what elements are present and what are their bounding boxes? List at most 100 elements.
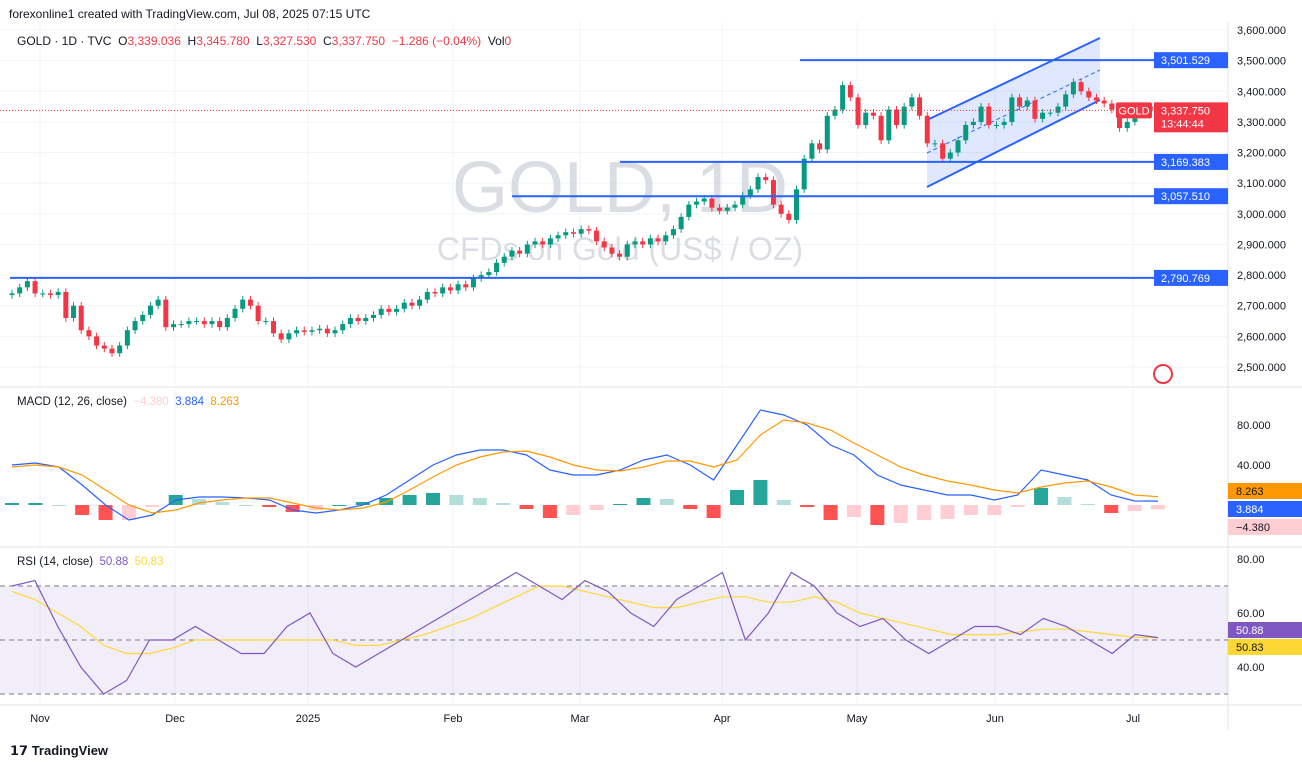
macd-histogram-bar bbox=[893, 505, 908, 523]
candle-up bbox=[132, 321, 138, 331]
macd-value: 3.884 bbox=[175, 396, 204, 408]
macd-histogram-bar bbox=[472, 498, 487, 505]
time-tick-label: Feb bbox=[444, 713, 463, 725]
macd-histogram-bar bbox=[800, 505, 815, 507]
candle-up bbox=[932, 143, 938, 145]
macd-histogram-bar bbox=[5, 503, 19, 505]
macd-legend: MACD (12, 26, close) −4.380 3.884 8.263 bbox=[17, 396, 239, 408]
candle-up bbox=[532, 241, 538, 245]
macd-signal-value: 8.263 bbox=[210, 396, 240, 408]
candle-up bbox=[501, 256, 507, 263]
level-price-label: 3,057.510 bbox=[1161, 191, 1210, 203]
macd-histogram-bar bbox=[917, 505, 932, 520]
level-price-tag bbox=[1154, 188, 1228, 205]
candle-up bbox=[71, 305, 77, 318]
candle-up bbox=[117, 345, 123, 354]
time-tick-label: Dec bbox=[165, 713, 185, 725]
macd-line bbox=[11, 409, 1159, 521]
tradingview-logo[interactable]: 𝟭𝟳 TradingView bbox=[10, 743, 108, 759]
candle-up bbox=[1001, 121, 1007, 125]
candle-down bbox=[709, 198, 715, 208]
watermark-subtitle: CFDs on Gold (US$ / OZ) bbox=[437, 231, 803, 267]
change-value: −1.286 (−0.04%) bbox=[391, 34, 482, 48]
level-price-label: 3,169.383 bbox=[1161, 157, 1210, 169]
macd-value-tag-label: −4.380 bbox=[1236, 522, 1270, 534]
macd-histogram-bar bbox=[425, 493, 440, 505]
macd-histogram-bar bbox=[496, 503, 511, 505]
candle-up bbox=[563, 232, 569, 236]
candle-up bbox=[340, 324, 346, 331]
candle-up bbox=[470, 278, 476, 288]
candle-down bbox=[271, 321, 277, 334]
macd-histogram-bar bbox=[449, 495, 464, 505]
candle-up bbox=[624, 244, 630, 257]
macd-histogram-bar bbox=[613, 504, 628, 505]
macd-histogram-bar bbox=[1010, 505, 1025, 507]
candle-up bbox=[947, 152, 953, 159]
candle-up bbox=[547, 238, 553, 245]
candle-down bbox=[855, 97, 861, 125]
macd-value-tag bbox=[1228, 501, 1302, 517]
candle-down bbox=[717, 207, 723, 211]
candle-down bbox=[101, 345, 107, 349]
candle-up bbox=[978, 106, 984, 122]
rsi-value-tag-label: 50.88 bbox=[1236, 625, 1264, 637]
candle-up bbox=[9, 293, 15, 296]
high-value: 3,345.780 bbox=[196, 34, 250, 48]
candle-up bbox=[993, 124, 999, 126]
candle-down bbox=[586, 229, 592, 231]
price-tick-label: 2,700.000 bbox=[1237, 301, 1286, 313]
candle-up bbox=[363, 317, 369, 322]
candle-down bbox=[201, 321, 207, 325]
macd-histogram-bar bbox=[1057, 497, 1072, 505]
time-tick-label: Apr bbox=[713, 713, 730, 725]
candle-down bbox=[917, 97, 923, 116]
candle-up bbox=[794, 189, 800, 220]
price-tag-countdown: 13:44:44 bbox=[1161, 118, 1204, 130]
candle-up bbox=[524, 244, 530, 254]
candle-down bbox=[109, 348, 115, 354]
rsi-ma-value: 50.83 bbox=[134, 556, 164, 568]
candle-up bbox=[424, 291, 430, 300]
macd-histogram-bar bbox=[519, 505, 534, 509]
candle-up bbox=[232, 308, 238, 318]
time-tick-label: Nov bbox=[30, 713, 50, 725]
macd-hist-value: −4.380 bbox=[133, 396, 169, 408]
channel-upper-line bbox=[926, 37, 1101, 121]
candle-down bbox=[432, 291, 438, 294]
candle-down bbox=[217, 321, 223, 328]
candle-down bbox=[386, 308, 392, 312]
candle-up bbox=[686, 204, 692, 217]
time-tick-label: 2025 bbox=[296, 713, 320, 725]
rsi-legend: RSI (14, close) 50.88 50.83 bbox=[17, 556, 163, 568]
level-price-label: 3,501.529 bbox=[1161, 55, 1210, 67]
macd-histogram-bar bbox=[285, 505, 300, 512]
candle-down bbox=[540, 241, 546, 245]
candle-up bbox=[370, 314, 376, 318]
price-tick-label: 3,100.000 bbox=[1237, 178, 1286, 190]
candle-down bbox=[255, 305, 261, 322]
candle-down bbox=[940, 143, 946, 159]
macd-histogram-bar bbox=[542, 505, 557, 518]
candle-down bbox=[32, 281, 38, 294]
macd-histogram-bar bbox=[145, 505, 160, 507]
candle-down bbox=[63, 291, 69, 318]
candle-up bbox=[494, 262, 500, 273]
macd-histogram-bar bbox=[192, 499, 207, 505]
candle-up bbox=[863, 112, 869, 125]
candle-down bbox=[786, 213, 792, 220]
macd-histogram-bar bbox=[870, 505, 885, 525]
price-tick-label: 2,900.000 bbox=[1237, 239, 1286, 251]
candle-down bbox=[355, 317, 361, 322]
candle-up bbox=[209, 321, 215, 325]
candle-up bbox=[1070, 82, 1076, 95]
candle-up bbox=[401, 302, 407, 309]
channel-mid-line bbox=[926, 69, 1101, 154]
macd-histogram-bar bbox=[75, 505, 90, 515]
macd-histogram-bar bbox=[566, 505, 581, 515]
candle-down bbox=[1078, 82, 1084, 92]
candle-down bbox=[447, 287, 453, 291]
candle-up bbox=[909, 97, 915, 107]
symbol-legend: GOLD · 1D · TVC O3,339.036 H3,345.780 L3… bbox=[17, 34, 511, 48]
